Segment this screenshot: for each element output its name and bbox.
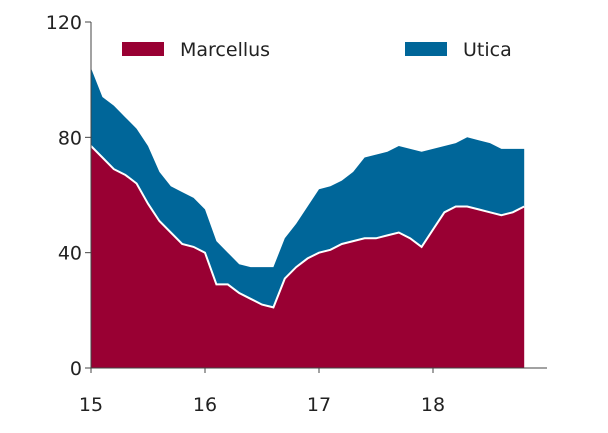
- plot-area: [90, 68, 525, 368]
- y-tick-label: 120: [46, 12, 82, 34]
- y-tick-label: 40: [58, 243, 82, 265]
- y-tick-label: 0: [70, 358, 82, 380]
- legend-swatch-marcellus: [122, 42, 164, 56]
- x-axis-ticks: 15 16 17 18: [79, 368, 445, 416]
- legend-label-utica: Utica: [463, 39, 512, 61]
- x-tick-label: 16: [193, 394, 217, 416]
- series-boundary-line: [90, 145, 525, 309]
- series-area-marcellus: [91, 146, 525, 368]
- x-tick-label: 17: [307, 394, 331, 416]
- y-tick-label: 80: [58, 127, 82, 149]
- legend: Marcellus Utica: [122, 39, 512, 61]
- axes: 0 40 80 120 15 16 17 18: [46, 12, 547, 416]
- x-tick-label: 18: [421, 394, 445, 416]
- series-area-utica: [91, 68, 525, 308]
- legend-label-marcellus: Marcellus: [180, 39, 270, 61]
- x-tick-label: 15: [79, 394, 103, 416]
- legend-swatch-utica: [405, 42, 447, 56]
- y-axis-ticks: 0 40 80 120: [46, 12, 91, 380]
